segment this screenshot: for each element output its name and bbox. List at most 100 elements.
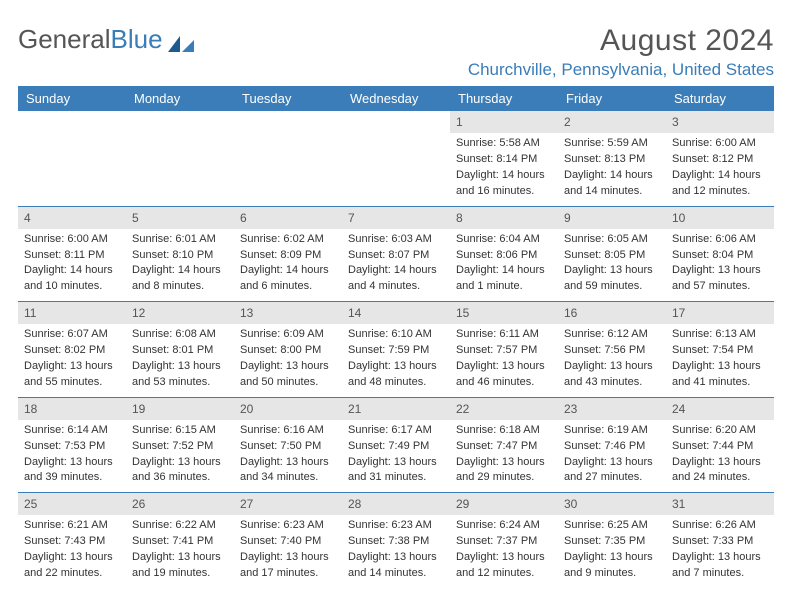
day-d2: and 46 minutes. [456, 375, 552, 390]
day-cell: 24Sunrise: 6:20 AMSunset: 7:44 PMDayligh… [666, 398, 774, 493]
day-content: Sunrise: 5:58 AMSunset: 8:14 PMDaylight:… [450, 133, 558, 205]
day-d1: Daylight: 14 hours [456, 263, 552, 278]
day-content: Sunrise: 6:23 AMSunset: 7:38 PMDaylight:… [342, 515, 450, 587]
day-content: Sunrise: 6:03 AMSunset: 8:07 PMDaylight:… [342, 229, 450, 301]
day-number: 31 [666, 493, 774, 515]
day-ss: Sunset: 7:46 PM [564, 439, 660, 454]
day-ss: Sunset: 7:38 PM [348, 534, 444, 549]
day-ss: Sunset: 7:44 PM [672, 439, 768, 454]
day-ss: Sunset: 7:59 PM [348, 343, 444, 358]
day-sr: Sunrise: 5:58 AM [456, 136, 552, 151]
day-sr: Sunrise: 6:17 AM [348, 423, 444, 438]
calendar-grid: Sunday Monday Tuesday Wednesday Thursday… [18, 86, 774, 588]
day-d1: Daylight: 13 hours [348, 359, 444, 374]
day-number: 27 [234, 493, 342, 515]
day-d1: Daylight: 14 hours [564, 168, 660, 183]
day-content: Sunrise: 6:15 AMSunset: 7:52 PMDaylight:… [126, 420, 234, 492]
day-sr: Sunrise: 6:10 AM [348, 327, 444, 342]
day-content: Sunrise: 6:19 AMSunset: 7:46 PMDaylight:… [558, 420, 666, 492]
day-d1: Daylight: 13 hours [24, 550, 120, 565]
day-d2: and 9 minutes. [564, 566, 660, 581]
logo-text-a: General [18, 24, 111, 55]
day-header-thu: Thursday [450, 86, 558, 111]
day-cell: . [342, 111, 450, 206]
day-number: 9 [558, 207, 666, 229]
day-d2: and 10 minutes. [24, 279, 120, 294]
day-sr: Sunrise: 6:01 AM [132, 232, 228, 247]
day-ss: Sunset: 7:47 PM [456, 439, 552, 454]
day-d2: and 8 minutes. [132, 279, 228, 294]
day-d2: and 22 minutes. [24, 566, 120, 581]
day-ss: Sunset: 7:49 PM [348, 439, 444, 454]
day-number: 3 [666, 111, 774, 133]
day-content: Sunrise: 6:22 AMSunset: 7:41 PMDaylight:… [126, 515, 234, 587]
day-cell: 8Sunrise: 6:04 AMSunset: 8:06 PMDaylight… [450, 207, 558, 302]
day-sr: Sunrise: 6:22 AM [132, 518, 228, 533]
day-content: Sunrise: 6:02 AMSunset: 8:09 PMDaylight:… [234, 229, 342, 301]
day-sr: Sunrise: 6:15 AM [132, 423, 228, 438]
day-cell: 23Sunrise: 6:19 AMSunset: 7:46 PMDayligh… [558, 398, 666, 493]
day-sr: Sunrise: 6:09 AM [240, 327, 336, 342]
day-number: 21 [342, 398, 450, 420]
day-sr: Sunrise: 6:07 AM [24, 327, 120, 342]
day-d1: Daylight: 13 hours [240, 455, 336, 470]
day-content: Sunrise: 6:24 AMSunset: 7:37 PMDaylight:… [450, 515, 558, 587]
day-cell: 2Sunrise: 5:59 AMSunset: 8:13 PMDaylight… [558, 111, 666, 206]
day-content: Sunrise: 5:59 AMSunset: 8:13 PMDaylight:… [558, 133, 666, 205]
day-sr: Sunrise: 6:21 AM [24, 518, 120, 533]
day-cell: 13Sunrise: 6:09 AMSunset: 8:00 PMDayligh… [234, 302, 342, 397]
day-number: 7 [342, 207, 450, 229]
day-content: Sunrise: 6:18 AMSunset: 7:47 PMDaylight:… [450, 420, 558, 492]
day-d2: and 14 minutes. [348, 566, 444, 581]
day-content: Sunrise: 6:09 AMSunset: 8:00 PMDaylight:… [234, 324, 342, 396]
day-sr: Sunrise: 6:23 AM [348, 518, 444, 533]
day-d2: and 14 minutes. [564, 184, 660, 199]
day-ss: Sunset: 8:05 PM [564, 248, 660, 263]
day-cell: 30Sunrise: 6:25 AMSunset: 7:35 PMDayligh… [558, 493, 666, 588]
day-d1: Daylight: 13 hours [24, 455, 120, 470]
day-number: 2 [558, 111, 666, 133]
logo: GeneralBlue [18, 24, 196, 55]
day-cell: 1Sunrise: 5:58 AMSunset: 8:14 PMDaylight… [450, 111, 558, 206]
logo-sail-icon [166, 30, 196, 50]
day-sr: Sunrise: 6:16 AM [240, 423, 336, 438]
day-d2: and 19 minutes. [132, 566, 228, 581]
day-ss: Sunset: 8:11 PM [24, 248, 120, 263]
day-d1: Daylight: 13 hours [456, 550, 552, 565]
weeks-container: ....1Sunrise: 5:58 AMSunset: 8:14 PMDayl… [18, 111, 774, 588]
day-content: Sunrise: 6:26 AMSunset: 7:33 PMDaylight:… [666, 515, 774, 587]
day-number: 30 [558, 493, 666, 515]
day-sr: Sunrise: 6:04 AM [456, 232, 552, 247]
day-sr: Sunrise: 6:26 AM [672, 518, 768, 533]
day-sr: Sunrise: 6:24 AM [456, 518, 552, 533]
day-number: 29 [450, 493, 558, 515]
day-cell: 27Sunrise: 6:23 AMSunset: 7:40 PMDayligh… [234, 493, 342, 588]
day-cell: . [126, 111, 234, 206]
day-d1: Daylight: 13 hours [348, 455, 444, 470]
day-d2: and 55 minutes. [24, 375, 120, 390]
day-d1: Daylight: 13 hours [132, 550, 228, 565]
day-sr: Sunrise: 6:25 AM [564, 518, 660, 533]
location-subtitle: Churchville, Pennsylvania, United States [468, 60, 774, 80]
day-ss: Sunset: 8:12 PM [672, 152, 768, 167]
day-d2: and 43 minutes. [564, 375, 660, 390]
day-cell: 5Sunrise: 6:01 AMSunset: 8:10 PMDaylight… [126, 207, 234, 302]
day-cell: 22Sunrise: 6:18 AMSunset: 7:47 PMDayligh… [450, 398, 558, 493]
day-d1: Daylight: 13 hours [564, 359, 660, 374]
day-d1: Daylight: 13 hours [672, 550, 768, 565]
day-ss: Sunset: 8:02 PM [24, 343, 120, 358]
day-d1: Daylight: 14 hours [132, 263, 228, 278]
day-content: Sunrise: 6:25 AMSunset: 7:35 PMDaylight:… [558, 515, 666, 587]
day-d1: Daylight: 14 hours [24, 263, 120, 278]
day-d1: Daylight: 13 hours [456, 455, 552, 470]
day-d2: and 53 minutes. [132, 375, 228, 390]
day-ss: Sunset: 7:54 PM [672, 343, 768, 358]
day-sr: Sunrise: 6:00 AM [24, 232, 120, 247]
month-title: August 2024 [468, 24, 774, 58]
day-d2: and 27 minutes. [564, 470, 660, 485]
day-ss: Sunset: 8:04 PM [672, 248, 768, 263]
day-d1: Daylight: 13 hours [348, 550, 444, 565]
day-ss: Sunset: 7:37 PM [456, 534, 552, 549]
day-header-sun: Sunday [18, 86, 126, 111]
day-d2: and 29 minutes. [456, 470, 552, 485]
